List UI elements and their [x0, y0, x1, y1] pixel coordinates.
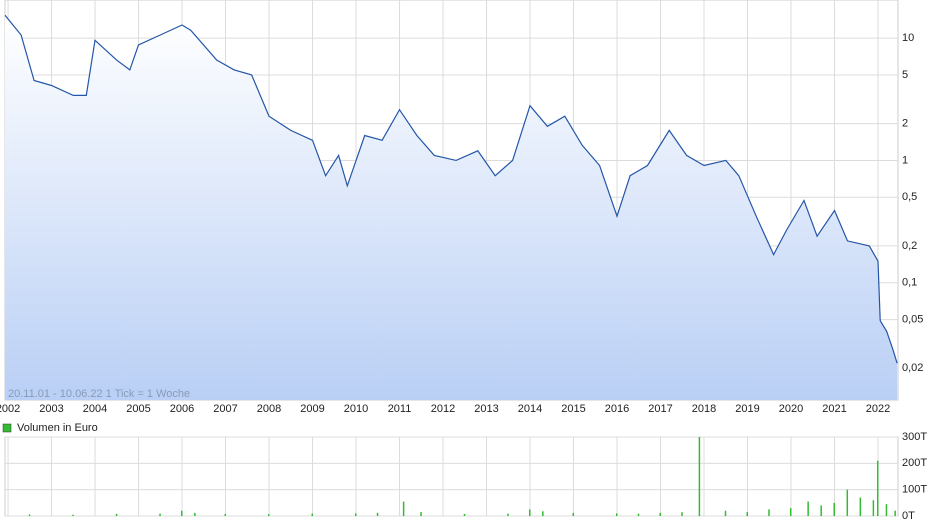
volume-bar	[789, 508, 792, 516]
x-tick-label: 2011	[388, 403, 412, 415]
volume-bar	[402, 501, 405, 516]
y-tick-label: 2	[902, 118, 908, 130]
x-tick-label: 2019	[735, 403, 759, 415]
volume-bar	[572, 512, 575, 516]
volume-bar	[859, 497, 862, 516]
x-tick-label: 2021	[822, 403, 846, 415]
volume-bar	[72, 514, 74, 516]
volume-bar	[820, 505, 822, 516]
x-tick-label: 2015	[561, 403, 585, 415]
x-tick-label: 2020	[779, 403, 803, 415]
volume-bar	[833, 502, 835, 516]
volume-bar	[194, 512, 196, 516]
x-tick-label: 2006	[170, 403, 194, 415]
volume-bar	[268, 514, 270, 516]
x-tick-label: 2017	[648, 403, 672, 415]
price-area	[5, 15, 898, 400]
y-tick-label: 10	[902, 32, 914, 44]
y-tick-label: 0,05	[902, 313, 923, 325]
volume-bar	[885, 504, 888, 516]
volume-bar	[637, 513, 640, 516]
y-tick-label: 0,5	[902, 191, 917, 203]
x-tick-label: 2008	[257, 403, 281, 415]
volume-bar	[616, 513, 618, 516]
volume-plot-area	[4, 436, 899, 517]
x-tick-label: 2003	[39, 403, 63, 415]
volume-bar	[872, 500, 875, 516]
price-line	[4, 14, 898, 364]
volume-bar	[181, 510, 183, 516]
y-tick-label: 0,2	[902, 240, 917, 252]
volume-bar	[746, 512, 748, 516]
volume-bar	[311, 513, 314, 516]
y-tick-label: 5	[902, 69, 908, 81]
x-tick-label: 2014	[518, 403, 542, 415]
volume-bar	[376, 512, 379, 516]
volume-bar	[659, 512, 662, 516]
note: 20.11.01 - 10.06.22 1 Tick = 1 Woche	[8, 388, 190, 400]
x-tick-label: 2016	[605, 403, 629, 415]
volume-bar	[224, 513, 227, 516]
x-tick-label: 2018	[692, 403, 716, 415]
volume-bar	[355, 513, 357, 516]
x-tick-label: 2022	[866, 403, 890, 415]
x-tick-label: 2010	[344, 403, 368, 415]
volume-bar	[507, 513, 509, 516]
x-tick-label: 2013	[474, 403, 498, 415]
x-tick-label: 2005	[126, 403, 150, 415]
volume-bar	[463, 513, 466, 516]
volume-bar	[115, 513, 118, 516]
volume-bar	[420, 512, 422, 516]
volume-bar	[28, 514, 31, 516]
volume-bar	[768, 509, 770, 516]
volume-bar	[159, 513, 161, 516]
volume-bar	[724, 510, 727, 516]
legend-label: Volumen in Euro	[17, 422, 98, 434]
volume-bar	[876, 460, 879, 516]
volume-bar	[807, 501, 809, 516]
x-tick-label: 2009	[300, 403, 324, 415]
volume-bar	[542, 511, 544, 516]
volume-bar	[846, 489, 849, 516]
volume-bar	[698, 437, 701, 516]
x-tick-label: 2012	[431, 403, 455, 415]
x-tick-label: 2004	[83, 403, 107, 415]
y-tick-label: 0T	[902, 510, 915, 522]
x-tick-label: 2007	[213, 403, 237, 415]
volume-bar	[681, 512, 683, 516]
y-tick-label: 0,02	[902, 362, 923, 374]
y-tick-label: 300T	[902, 431, 927, 443]
y-tick-label: 0,1	[902, 277, 917, 289]
legend-swatch	[2, 423, 12, 433]
x-tick-label: 2002	[0, 403, 20, 415]
y-tick-label: 200T	[902, 457, 927, 469]
volume-bar	[894, 510, 896, 516]
y-tick-label: 1	[902, 154, 908, 166]
y-tick-label: 100T	[902, 484, 927, 496]
volume-bar	[529, 509, 531, 516]
